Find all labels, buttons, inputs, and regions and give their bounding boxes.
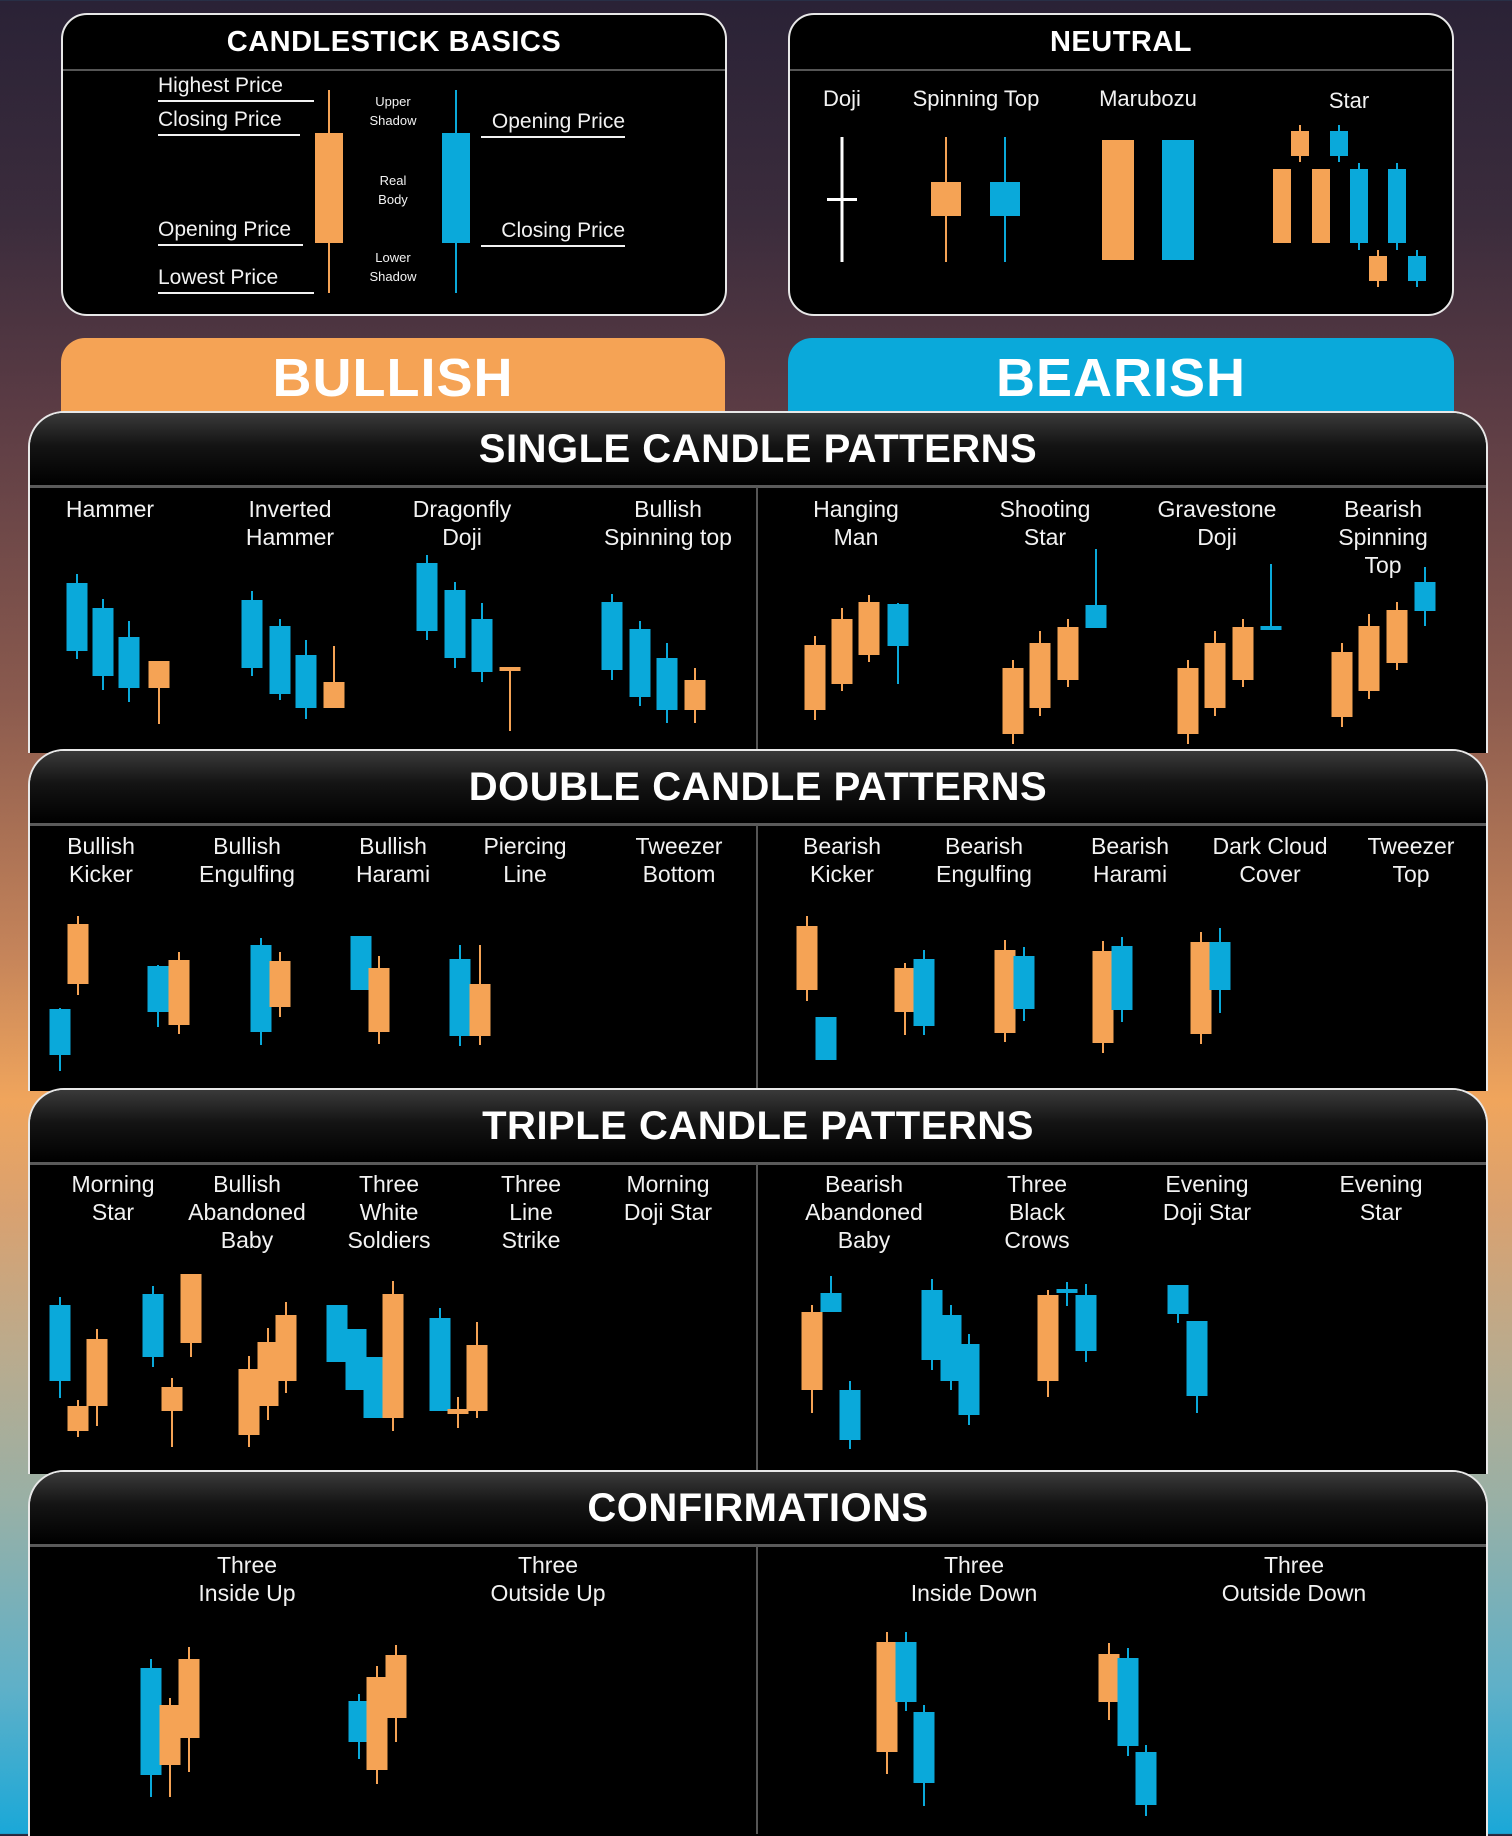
triple-candle-title: TRIPLE CANDLE PATTERNS (30, 1090, 1486, 1165)
single-divider (756, 487, 758, 749)
neutral-title: NEUTRAL (790, 15, 1452, 71)
pattern-label: Bullish Harami (355, 833, 431, 887)
pattern-label: Piercing Line (483, 833, 567, 887)
pattern-label: Evening Star (1339, 1171, 1423, 1225)
pattern-label: Tweezer Bottom (635, 833, 723, 887)
confirmations-title: CONFIRMATIONS (30, 1472, 1486, 1547)
basics-label-lower-shadow: Lower Shadow (369, 250, 417, 284)
double-divider (756, 825, 758, 1088)
pattern-label: Dragonfly Doji (412, 496, 512, 550)
neutral-label-marubozu: Marubozu (1099, 86, 1197, 111)
pattern-label: Three Black Crows (1004, 1171, 1070, 1253)
basics-label-real-body: Real Body (378, 173, 408, 207)
pattern-label: Bearish Spinning Top (1338, 496, 1428, 578)
pattern-label: Bearish Kicker (803, 833, 881, 887)
triple-candle-section: TRIPLE CANDLE PATTERNS (28, 1088, 1488, 1474)
basics-label-opening-price-left: Opening Price (158, 218, 303, 246)
pattern-label: Morning Doji Star (623, 1171, 713, 1225)
pattern-label: Morning Star (71, 1171, 155, 1225)
pattern-label: Bearish Harami (1091, 833, 1169, 887)
pattern-label: Bearish Abandoned Baby (805, 1171, 923, 1253)
pattern-label: Three Inside Up (198, 1552, 296, 1606)
basics-label-upper-shadow: Upper Shadow (369, 94, 417, 128)
basics-label-lowest-price: Lowest Price (158, 266, 314, 294)
pattern-label: Three Inside Down (910, 1552, 1038, 1606)
neutral-label-star: Star (1328, 88, 1370, 113)
pattern-label: Hammer (65, 496, 155, 522)
double-candle-title: DOUBLE CANDLE PATTERNS (30, 751, 1486, 826)
candlestick-basics-panel: CANDLESTICK BASICS (61, 13, 727, 316)
pattern-label: Bullish Abandoned Baby (188, 1171, 306, 1253)
bearish-tab: BEARISH (788, 338, 1454, 418)
triple-divider (756, 1164, 758, 1470)
basics-label-opening-price-right: Opening Price (481, 110, 625, 138)
pattern-label: Evening Doji Star (1162, 1171, 1252, 1225)
basics-label-highest-price: Highest Price (158, 74, 314, 102)
pattern-label: Bullish Engulfing (199, 833, 295, 887)
pattern-label: Bearish Engulfing (936, 833, 1032, 887)
pattern-label: Tweezer Top (1367, 833, 1455, 887)
basics-label-closing-price-right: Closing Price (481, 219, 625, 247)
basics-label-closing-price-left: Closing Price (158, 108, 300, 136)
pattern-label: Three White Soldiers (347, 1171, 431, 1253)
pattern-label: Bullish Kicker (67, 833, 135, 887)
single-candle-section: SINGLE CANDLE PATTERNS (28, 411, 1488, 753)
single-candle-title: SINGLE CANDLE PATTERNS (30, 413, 1486, 488)
pattern-label: Three Outside Up (490, 1552, 606, 1606)
basics-title: CANDLESTICK BASICS (63, 15, 725, 71)
neutral-label-doji: Doji (823, 86, 861, 111)
pattern-label: Bullish Spinning top (604, 496, 732, 550)
confirmations-section: CONFIRMATIONS (28, 1470, 1488, 1836)
double-candle-section: DOUBLE CANDLE PATTERNS (28, 749, 1488, 1091)
neutral-panel: NEUTRAL (788, 13, 1454, 316)
confirm-divider (756, 1546, 758, 1834)
pattern-label: Inverted Hammer (245, 496, 335, 550)
bullish-tab: BULLISH (61, 338, 725, 418)
pattern-label: Three Outside Down (1221, 1552, 1367, 1606)
pattern-label: Gravestone Doji (1157, 496, 1277, 550)
neutral-label-spinning-top: Spinning Top (912, 86, 1040, 111)
pattern-label: Dark Cloud Cover (1212, 833, 1328, 887)
pattern-label: Shooting Star (999, 496, 1091, 550)
pattern-label: Hanging Man (813, 496, 899, 550)
pattern-label: Three Line Strike (500, 1171, 562, 1253)
